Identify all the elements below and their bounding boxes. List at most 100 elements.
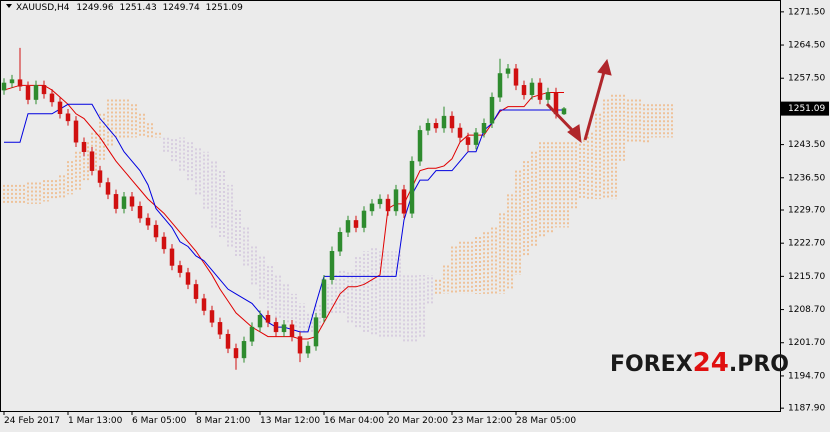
candle-body [257,314,263,328]
candle-body [561,108,567,115]
candle-body [305,345,311,354]
arrow-up-head [597,58,612,76]
candle-body [353,220,359,228]
candle-body [57,101,63,115]
x-tick-label: 23 Mar 12:00 [452,416,512,426]
open-value: 1249.96 [76,3,113,13]
x-tick-label: 1 Mar 13:00 [68,416,123,426]
candle-body [121,196,127,209]
candle-body [17,79,23,87]
candle-body [409,160,415,214]
candle-body [185,272,191,285]
candle-body [41,85,47,95]
arrow-down-shaft [545,102,577,135]
candle-body [153,224,159,238]
y-tick-label: 1222.70 [788,239,825,249]
candle-body [161,236,167,250]
candle-body [81,141,87,152]
y-tick-label: 1257.50 [788,74,825,84]
y-tick-label: 1187.90 [788,404,825,414]
candle-body [225,333,231,349]
candle-body [145,217,151,226]
x-tick-label: 8 Mar 21:00 [196,416,251,426]
y-tick-label: 1215.70 [788,272,825,282]
candle-body [217,322,223,335]
last-price-label: 1251.09 [788,104,825,114]
last-price-box [781,101,829,116]
y-tick-label: 1229.70 [788,206,825,216]
candle-body [497,73,503,98]
candle-body [209,310,215,323]
candle-body [457,127,463,138]
candle-body [249,326,255,342]
arrow-down-head [567,124,582,144]
candle-body [137,205,143,219]
y-tick-label: 1236.50 [788,173,825,183]
candle-body [489,96,495,124]
candle-body [25,86,31,100]
candle-body [289,324,295,337]
candle-body [65,113,71,122]
candle-body [393,189,399,212]
close-value: 1251.09 [206,3,243,13]
candle-body [73,120,79,143]
candle-body [129,196,135,207]
candle-body [9,79,15,84]
y-tick-label: 1194.70 [788,371,825,381]
candle-body [537,82,543,100]
candle-body [273,322,279,333]
watermark-suffix: .PRO [729,352,789,377]
candle-body [113,194,119,209]
candle-body [1,82,7,91]
candle-body [449,115,455,129]
candle-body [481,123,487,133]
high-value: 1251.43 [119,3,156,13]
header: XAUUSD,H4 1249.96 1251.43 1249.74 1251.0… [16,3,243,13]
candle-body [97,170,103,183]
candle-body [233,348,239,359]
candle-body [265,314,271,323]
arrow-up-shaft [583,71,606,141]
candle-body [33,85,39,100]
x-tick-label: 16 Mar 04:00 [324,416,384,426]
watermark-prefix: FOREX [610,352,693,377]
candle-body [369,203,375,212]
symbol: XAUUSD,H4 [16,3,70,13]
plot [1,47,673,370]
candle-body [473,132,479,145]
candle-body [521,85,527,96]
y-tick-label: 1243.50 [788,140,825,150]
candle-body [105,182,111,195]
candle-body [417,130,423,162]
candle-body [337,232,343,252]
candle-body [385,198,391,212]
candle-body [241,341,247,359]
low-value: 1249.74 [163,3,200,13]
candle-body [169,248,175,266]
candle-body [377,198,383,205]
candle-body [313,317,319,347]
candle-body [201,298,207,311]
candle-body [505,68,511,74]
menu-arrow [6,4,12,8]
candle-body [441,115,447,129]
candle-body [329,250,335,280]
y-tick-label: 1208.70 [788,305,825,315]
candle-body [177,265,183,273]
annotation-arrows [545,58,612,144]
candle-body [361,210,367,228]
x-tick-label: 28 Mar 05:00 [516,416,576,426]
watermark: FOREX24.PRO [610,348,789,378]
watermark-highlight: 24 [693,348,729,378]
y-tick-label: 1201.70 [788,338,825,348]
candle-body [345,220,351,233]
candle-body [89,151,95,171]
candle-body [425,123,431,131]
x-tick-label: 20 Mar 20:00 [388,416,448,426]
x-tick-label: 24 Feb 2017 [4,416,60,426]
candle-body [545,92,551,100]
candle-body [513,68,519,86]
candle-body [433,123,439,129]
